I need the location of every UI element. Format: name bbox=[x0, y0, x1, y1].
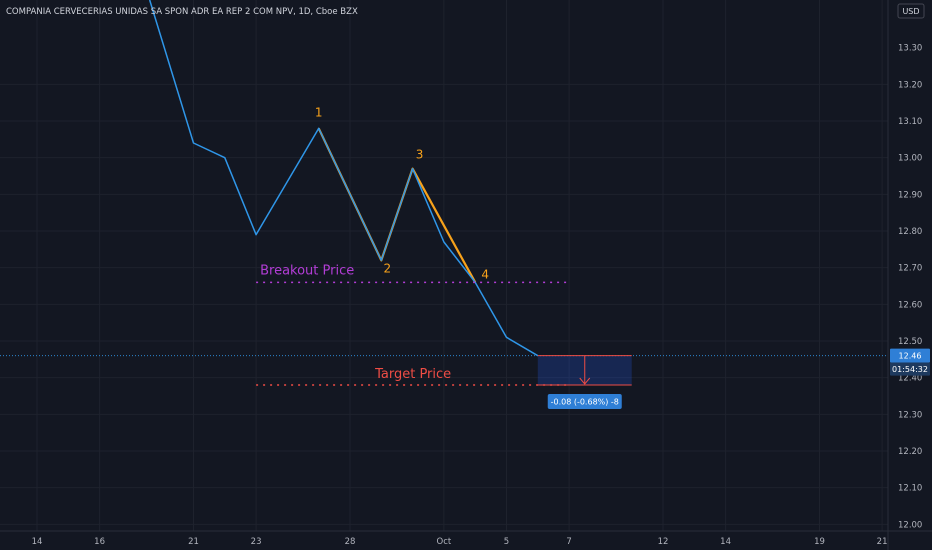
y-tick-label: 12.80 bbox=[898, 227, 922, 237]
time-axis[interactable]: 14 16 21 23 28 Oct 5 7 12 14 19 21 bbox=[0, 530, 932, 547]
projection-arrow-head bbox=[579, 377, 591, 385]
x-tick-label: 21 bbox=[877, 537, 888, 547]
price-line bbox=[148, 0, 539, 357]
chart-title: COMPANIA CERVECERIAS UNIDAS SA SPON ADR … bbox=[6, 7, 358, 17]
y-tick-label: 12.30 bbox=[898, 410, 922, 420]
wave-label-3: 3 bbox=[416, 148, 424, 162]
x-tick-label: 12 bbox=[658, 537, 669, 547]
breakout-label: Breakout Price bbox=[260, 263, 354, 278]
pattern-line bbox=[317, 127, 477, 283]
y-tick-label: 12.50 bbox=[898, 337, 922, 347]
price-axis[interactable]: 13.20 13.10 13.00 12.90 12.80 12.70 12.60 12.50… bbox=[887, 0, 930, 550]
y-tick-label: 13.10 bbox=[898, 117, 922, 127]
y-tick-label: 13.20 bbox=[898, 80, 922, 90]
projection-badge bbox=[547, 394, 622, 409]
wave-label-2: 2 bbox=[383, 261, 391, 275]
y-tick-label: 13.00 bbox=[898, 154, 922, 164]
x-tick-label: 7 bbox=[566, 537, 571, 547]
wave-label-1: 1 bbox=[315, 105, 323, 119]
x-tick-label: 5 bbox=[504, 537, 509, 547]
x-tick-label: 14 bbox=[32, 537, 43, 547]
wave-label-4: 4 bbox=[481, 267, 489, 281]
x-tick-label: 16 bbox=[94, 537, 105, 547]
x-tick-label: 14 bbox=[720, 537, 731, 547]
countdown-value: 01:54:32 bbox=[892, 365, 928, 374]
x-tick-label: Oct bbox=[437, 537, 452, 547]
y-tick-label: 12.70 bbox=[898, 264, 922, 274]
y-tick-label: 12.00 bbox=[898, 520, 922, 530]
currency-label: USD bbox=[902, 7, 919, 16]
y-tick-label: 12.40 bbox=[898, 374, 922, 384]
y-tick-label: 13.30 bbox=[898, 44, 922, 54]
x-tick-label: 23 bbox=[251, 537, 262, 547]
grid bbox=[0, 0, 888, 531]
countdown-badge bbox=[890, 362, 930, 376]
y-tick-label: 12.90 bbox=[898, 190, 922, 200]
x-tick-label: 19 bbox=[814, 537, 825, 547]
last-price-badge bbox=[890, 348, 930, 363]
annotations: -0.08 (-0.68%) -8 Breakout Price Target Pr… bbox=[256, 105, 632, 409]
projection-badge-text: -0.08 (-0.68%) -8 bbox=[551, 398, 619, 407]
y-tick-label: 12.60 bbox=[898, 300, 922, 310]
x-tick-label: 28 bbox=[345, 537, 356, 547]
currency-badge[interactable] bbox=[897, 3, 925, 19]
target-label: Target Price bbox=[374, 367, 451, 382]
y-tick-label: 12.10 bbox=[898, 484, 922, 494]
last-price-value: 12.46 bbox=[899, 352, 922, 361]
y-tick-label: 12.20 bbox=[898, 447, 922, 457]
plot-area bbox=[0, 0, 888, 357]
x-tick-label: 21 bbox=[188, 537, 199, 547]
